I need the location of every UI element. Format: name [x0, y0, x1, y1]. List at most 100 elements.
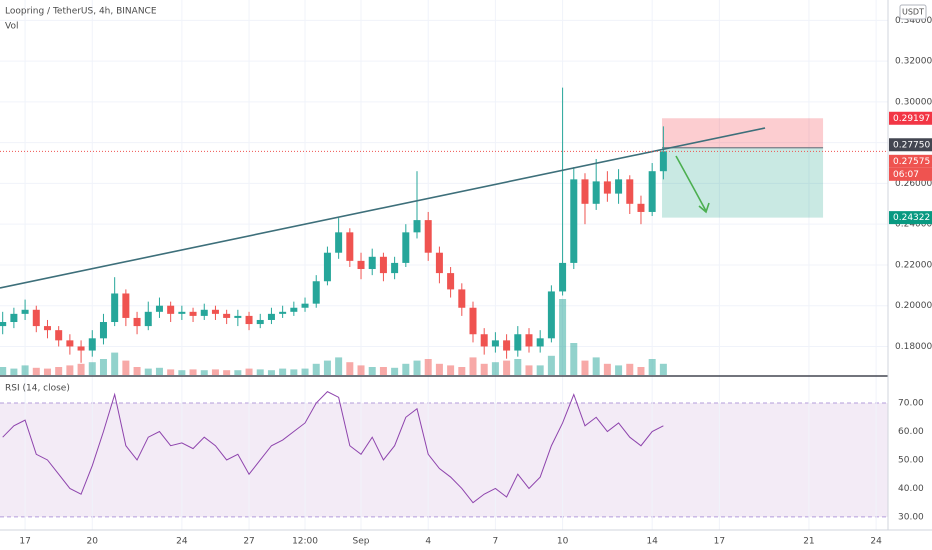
currency-box[interactable] [899, 4, 927, 20]
volume-bar [301, 368, 309, 375]
candle-body [491, 340, 499, 347]
volume-bar [480, 363, 488, 375]
x-tick-label: 20 [87, 537, 99, 547]
candle-body [346, 232, 354, 261]
volume-bar [88, 362, 96, 375]
stop-tag [889, 111, 932, 125]
volume-bar [312, 363, 320, 375]
countdown-label: 06:07 [893, 170, 919, 180]
candle-body [648, 171, 656, 212]
currency: USDT [902, 8, 924, 17]
volume-bar [536, 365, 544, 375]
candle-body [312, 281, 320, 304]
volume-bar [659, 363, 667, 375]
volume-bar [379, 367, 387, 375]
candle-body [223, 313, 231, 318]
y-tick-label: 0.20000 [895, 301, 932, 311]
x-tick-label: 14 [646, 537, 658, 547]
stop-label: 0.29197 [893, 114, 930, 124]
volume-label: Vol [5, 22, 18, 32]
candle-body [189, 311, 197, 316]
volume-bar [21, 365, 29, 375]
last-price-tag [889, 154, 932, 168]
candle-body [514, 334, 522, 351]
candle-body [77, 346, 85, 351]
volume-bar [0, 367, 7, 375]
y-tick-label: 0.26000 [895, 179, 932, 189]
volume-bar [648, 359, 656, 375]
volume-bar [155, 367, 163, 375]
volume-bar [66, 365, 74, 375]
candle-body [211, 309, 219, 314]
x-tick-label: 4 [425, 537, 431, 547]
volume-bar [615, 365, 623, 375]
candle-body [480, 334, 488, 347]
target-zone [662, 147, 824, 218]
volume-bar [267, 370, 275, 375]
candle-body [55, 330, 63, 341]
candle-body [290, 307, 298, 312]
volume-bar [133, 367, 141, 375]
y-tick-label: 0.32000 [895, 57, 932, 67]
rsi-tick-label: 30.00 [898, 512, 924, 522]
volume-bar [637, 367, 645, 375]
rsi-tick-label: 60.00 [898, 427, 924, 437]
volume-bar [122, 360, 130, 375]
volume-bar [335, 357, 343, 375]
candle-body [559, 262, 567, 292]
volume-bar [144, 368, 152, 375]
volume-bar [99, 359, 107, 375]
x-tick-label: 24 [176, 537, 188, 547]
volume-bar [279, 368, 287, 375]
rsi-band [0, 403, 888, 517]
volume-bar [547, 355, 555, 375]
x-tick-label: 24 [870, 537, 882, 547]
volume-bar [43, 368, 51, 375]
candle-body [447, 273, 455, 290]
countdown-tag [889, 167, 932, 181]
marks [0, 87, 888, 504]
volume-bar [514, 359, 522, 375]
candle-body [402, 232, 410, 263]
candle-body [144, 311, 152, 327]
candle-body [368, 256, 376, 270]
target-tag [889, 211, 932, 225]
volume-bar [525, 365, 533, 375]
candle-body [43, 326, 51, 331]
candle-body [323, 252, 331, 282]
candle-body [267, 313, 275, 320]
entry-label: 0.27750 [893, 140, 930, 150]
candle-body [536, 338, 544, 347]
x-tick-label: 10 [557, 537, 569, 547]
volume-bar [290, 369, 298, 375]
volume-bar [32, 367, 40, 375]
rsi-tick-label: 70.00 [898, 399, 924, 409]
candle-body [66, 340, 74, 347]
volume-bar [10, 368, 18, 375]
volume-bar [402, 363, 410, 375]
volume-bar [413, 360, 421, 375]
candle-body [469, 307, 477, 335]
volume-bar [234, 370, 242, 375]
volume-bar [592, 357, 600, 375]
candle-body [10, 313, 18, 323]
volume-bar [581, 360, 589, 375]
x-tick-label: 21 [803, 537, 814, 547]
candle-body [458, 289, 466, 308]
volume-bar [55, 367, 63, 375]
candle-body [234, 315, 242, 318]
candle-body [547, 291, 555, 339]
volume-bar [323, 360, 331, 375]
chart-title: Loopring / TetherUS, 4h, BINANCE [5, 7, 157, 17]
volume-bar [346, 362, 354, 375]
candle-body [603, 181, 611, 194]
volume-bar [357, 365, 365, 375]
volume-bar [167, 369, 175, 375]
volume-bar [458, 367, 466, 375]
y-tick-label: 0.24000 [895, 220, 932, 230]
volume-bar [424, 359, 432, 375]
volume-bar [469, 357, 477, 375]
volume-bar [491, 362, 499, 375]
